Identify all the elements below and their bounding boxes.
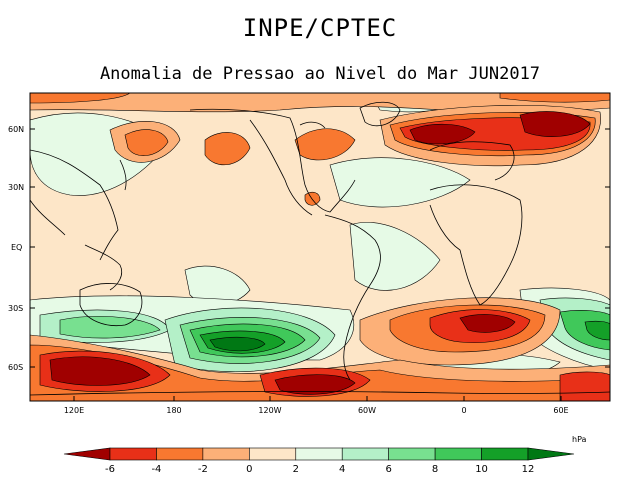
colorbar-label: 6 bbox=[385, 464, 391, 475]
lon-label-180: 180 bbox=[166, 406, 181, 415]
longitude-labels: 120E 180 120W 60W 0 60E bbox=[64, 406, 569, 415]
map-subtitle: Anomalia de Pressao ao Nivel do Mar JUN2… bbox=[99, 64, 541, 84]
colorbar-swatch bbox=[341, 447, 389, 461]
lat-label-60n: 60N bbox=[8, 125, 24, 134]
colorbar-label: 10 bbox=[475, 464, 488, 475]
colorbar-swatch bbox=[434, 447, 482, 461]
colorbar-label: 4 bbox=[339, 464, 345, 475]
colorbar-label: 8 bbox=[432, 464, 438, 475]
colorbar-swatch bbox=[295, 447, 343, 461]
colorbar-swatch bbox=[109, 447, 157, 461]
latitude-labels: 60N 30N EQ 30S 60S bbox=[8, 125, 24, 372]
colorbar-swatch bbox=[481, 447, 529, 461]
colorbar-swatch bbox=[388, 447, 436, 461]
colorbar-arrow-low bbox=[63, 447, 111, 461]
lon-label-60w: 60W bbox=[358, 406, 376, 415]
colorbar-unit: hPa bbox=[572, 435, 587, 444]
lat-label-30n: 30N bbox=[8, 183, 24, 192]
lat-label-eq: EQ bbox=[11, 243, 22, 252]
lon-label-0: 0 bbox=[461, 406, 466, 415]
colorbar-swatch bbox=[249, 447, 297, 461]
colorbar-swatch bbox=[202, 447, 250, 461]
anomaly-field bbox=[30, 93, 610, 401]
colorbar-label: -2 bbox=[198, 464, 208, 475]
colorbar bbox=[63, 447, 575, 461]
map-title: INPE/CPTEC bbox=[242, 14, 398, 42]
colorbar-label: -4 bbox=[151, 464, 161, 475]
negative-tiers bbox=[30, 93, 610, 401]
lon-label-60e: 60E bbox=[553, 406, 568, 415]
colorbar-arrow-high bbox=[527, 447, 575, 461]
lat-label-60s: 60S bbox=[8, 363, 23, 372]
colorbar-labels: -6 -4 -2 0 2 4 6 8 10 12 bbox=[105, 464, 534, 475]
colorbar-label: -6 bbox=[105, 464, 115, 475]
lon-label-120w: 120W bbox=[258, 406, 281, 415]
lon-label-120e: 120E bbox=[64, 406, 84, 415]
colorbar-label: 2 bbox=[293, 464, 299, 475]
colorbar-label: 0 bbox=[246, 464, 252, 475]
frame-ticks bbox=[30, 128, 610, 401]
colorbar-swatch bbox=[156, 447, 204, 461]
colorbar-label: 12 bbox=[522, 464, 535, 475]
positive-tiers bbox=[30, 297, 610, 401]
coastlines bbox=[30, 101, 610, 396]
lat-label-30s: 30S bbox=[8, 304, 23, 313]
